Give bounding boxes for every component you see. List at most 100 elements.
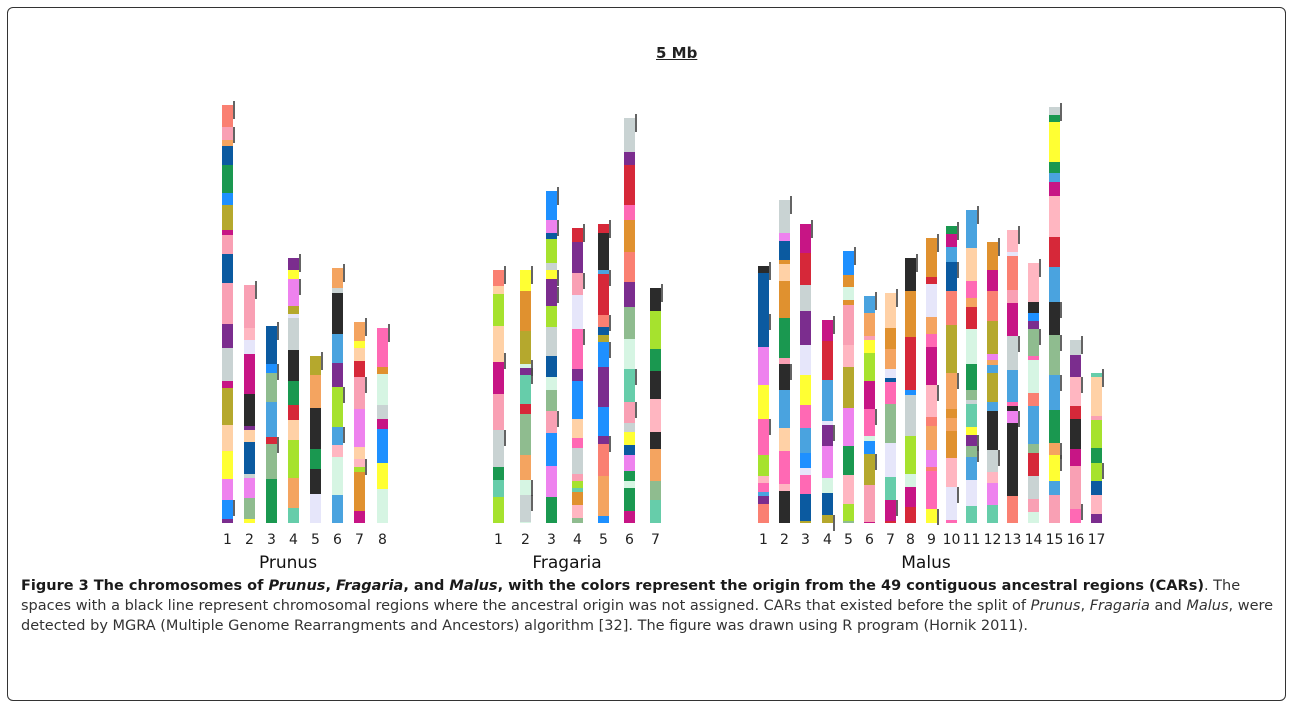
car-segment [905,487,916,507]
car-segment [624,369,635,402]
car-segment [926,450,937,467]
car-segment [598,444,609,476]
chromosome-number-label: 3 [801,532,810,548]
car-segment [598,342,609,367]
genus-label: Prunus [259,553,317,573]
caption-text: and [1149,598,1187,614]
car-segment [800,521,811,523]
car-segment [926,284,937,317]
car-segment [905,337,916,360]
car-segment [624,432,635,445]
car-segment [520,495,531,522]
car-segment [546,411,557,433]
car-segment [222,381,233,388]
car-segment [758,496,769,504]
car-segment [650,371,661,399]
car-segment [598,476,609,516]
caption-italic: Fragaria [1089,598,1150,614]
car-segment [946,226,957,234]
car-segment [800,375,811,405]
car-segment [1049,107,1060,115]
car-segment [800,468,811,475]
car-segment [377,463,388,489]
car-segment [310,408,321,449]
car-segment [354,322,365,341]
car-segment [758,314,769,347]
car-segment [1007,411,1018,423]
car-segment [800,494,811,521]
car-segment [377,405,388,419]
car-segment [946,409,957,418]
car-segment [758,483,769,492]
chromosome-number-label: 17 [1088,532,1106,548]
car-segment [493,497,504,523]
car-segment [572,505,583,518]
car-segment [966,329,977,364]
car-segment [1049,237,1060,267]
chromosome-number-label: 4 [289,532,298,548]
car-segment [598,274,609,315]
chromosome-number-label: 13 [1004,532,1022,548]
car-segment [222,127,233,140]
car-segment [966,506,977,523]
car-segment [779,318,790,358]
chromosome-number-label: 1 [494,532,503,548]
car-segment [244,442,255,474]
car-segment [1007,290,1018,303]
car-segment [288,440,299,478]
car-segment [1049,122,1060,162]
car-segment [843,521,854,523]
car-segment [1049,443,1060,455]
car-segment [650,449,661,481]
car-segment [779,358,790,364]
car-segment [1049,173,1060,182]
car-segment [966,281,977,298]
car-segment [800,253,811,285]
car-segment [1007,402,1018,406]
car-segment [987,483,998,505]
car-segment [885,477,896,500]
car-segment [222,105,233,127]
car-segment [822,515,833,523]
car-segment [864,409,875,436]
car-segment [885,443,896,477]
car-segment [222,235,233,243]
car-segment [266,402,277,437]
car-segment [572,448,583,474]
car-segment [598,367,609,407]
car-segment [244,328,255,340]
car-segment [966,480,977,506]
car-segment [843,408,854,446]
car-segment [354,467,365,472]
car-segment [310,494,321,523]
car-segment [1028,476,1039,499]
car-segment [222,479,233,500]
car-segment [1028,313,1039,321]
car-segment [493,286,504,294]
car-segment [946,487,957,520]
car-segment [572,299,583,329]
car-segment [650,399,661,432]
car-segment [377,374,388,405]
car-segment [822,320,833,341]
figure-caption: Figure 3 The chromosomes of Prunus, Frag… [21,576,1275,636]
car-segment [987,270,998,291]
car-segment [1070,355,1081,377]
genus-label: Malus [901,553,951,573]
car-segment [758,492,769,496]
car-segment [800,453,811,468]
car-segment [966,435,977,446]
car-segment [288,318,299,350]
car-segment [987,402,998,411]
car-segment [905,507,916,523]
chromosome-number-label: 4 [823,532,832,548]
car-segment [222,500,233,519]
car-segment [1028,453,1039,471]
car-segment [332,427,343,445]
car-segment [520,368,531,375]
car-segment [800,428,811,453]
car-segment [987,505,998,523]
car-segment [598,327,609,335]
car-segment [1070,466,1081,496]
